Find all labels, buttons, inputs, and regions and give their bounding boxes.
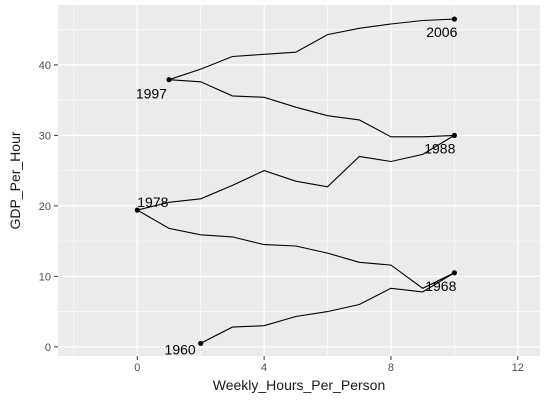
point-1960 bbox=[198, 340, 204, 346]
y-axis-ticks: 0 10 20 30 40 bbox=[39, 60, 58, 354]
y-tick-label: 20 bbox=[39, 201, 51, 213]
point-1988 bbox=[451, 132, 457, 138]
highlighted-points bbox=[134, 16, 457, 346]
y-tick-label: 10 bbox=[39, 271, 51, 283]
grid-major bbox=[58, 5, 540, 356]
point-label-1978: 1978 bbox=[137, 194, 168, 210]
point-label-1968: 1968 bbox=[425, 278, 456, 294]
point-labels: 1960 1968 1978 1988 1997 2006 bbox=[136, 24, 458, 357]
point-2006 bbox=[451, 16, 457, 22]
y-axis-title: GDP_Per_Hour bbox=[7, 131, 23, 229]
point-label-2006: 2006 bbox=[426, 24, 457, 40]
y-tick-label: 40 bbox=[39, 60, 51, 72]
x-axis-ticks: 0 4 8 12 bbox=[134, 356, 524, 374]
series-line bbox=[135, 18, 455, 344]
x-tick-label: 0 bbox=[134, 362, 140, 374]
point-1968 bbox=[451, 270, 457, 276]
grid-minor bbox=[58, 5, 540, 356]
point-1978 bbox=[134, 207, 140, 213]
point-1997 bbox=[166, 77, 172, 83]
point-label-1988: 1988 bbox=[424, 140, 455, 156]
point-label-1997: 1997 bbox=[136, 86, 167, 102]
point-label-1960: 1960 bbox=[165, 341, 196, 357]
y-tick-label: 0 bbox=[45, 342, 51, 354]
x-tick-label: 12 bbox=[512, 362, 524, 374]
x-axis-title: Weekly_Hours_Per_Person bbox=[213, 377, 386, 393]
plot-panel bbox=[58, 5, 540, 356]
x-tick-label: 4 bbox=[261, 362, 267, 374]
y-tick-label: 30 bbox=[39, 130, 51, 142]
x-tick-label: 8 bbox=[388, 362, 394, 374]
